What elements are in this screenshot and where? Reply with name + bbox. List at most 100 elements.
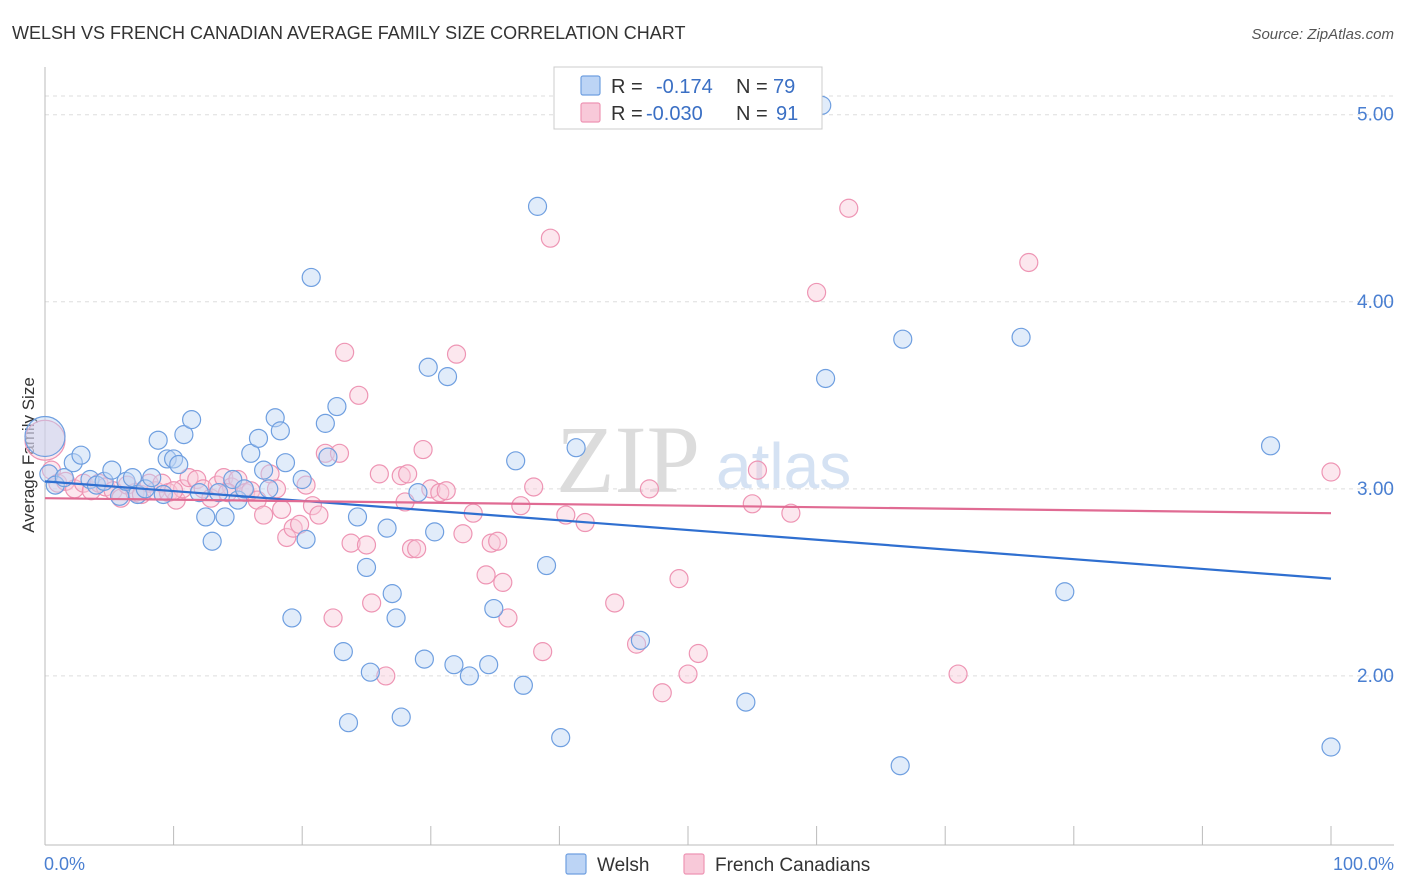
french-canadians-point xyxy=(272,499,292,520)
welsh-point xyxy=(327,396,347,417)
welsh-point xyxy=(1260,436,1281,456)
welsh-point xyxy=(234,479,254,499)
french-canadians-point xyxy=(524,477,544,497)
french-canadians-point xyxy=(335,342,355,362)
welsh-point xyxy=(318,447,338,467)
x-tick-label-max: 100.0% xyxy=(1333,854,1394,874)
welsh-point xyxy=(816,368,836,389)
french-canadians-point xyxy=(781,503,801,523)
legend-swatch-welsh xyxy=(580,75,601,96)
french-canadians-point xyxy=(948,664,968,684)
french-canadians-point xyxy=(309,505,329,525)
y-tick-label: 4.00 xyxy=(1357,292,1394,313)
welsh-point xyxy=(459,666,479,686)
legend-swatch-french xyxy=(580,102,601,123)
series-legend: Welsh French Canadians xyxy=(565,853,870,876)
french-canadians-point xyxy=(407,539,427,559)
french-canadians-point xyxy=(398,464,418,484)
french-canadians-point xyxy=(391,466,411,486)
y-tick-label: 5.00 xyxy=(1357,105,1394,126)
legend-n-value-french: 91 xyxy=(776,103,798,125)
french-canadians-point xyxy=(413,439,433,460)
series-legend-label-welsh: Welsh xyxy=(597,855,649,876)
french-canadians-point xyxy=(481,533,501,553)
welsh-point xyxy=(148,430,168,450)
welsh-point xyxy=(142,468,162,488)
welsh-point xyxy=(630,630,651,650)
french-canadians-trend-line xyxy=(44,497,1332,515)
welsh-point xyxy=(479,655,499,675)
x-tick-label-min: 0.0% xyxy=(44,854,85,874)
french-canadians-point xyxy=(1019,252,1039,273)
watermark-zip: ZIP xyxy=(556,406,700,513)
welsh-point xyxy=(444,655,464,675)
welsh-point xyxy=(484,598,504,619)
welsh-point xyxy=(182,410,202,430)
french-canadians-point xyxy=(376,666,396,686)
welsh-point xyxy=(215,507,235,527)
legend-r-label-french: R = xyxy=(611,103,643,125)
french-canadians-point xyxy=(498,608,518,628)
welsh-point xyxy=(315,413,335,433)
french-canadians-point xyxy=(430,482,450,503)
series-legend-swatch-welsh xyxy=(565,853,587,875)
french-canadians-point xyxy=(493,572,513,592)
welsh-point xyxy=(1321,737,1341,757)
y-axis-ticks: 2.00 3.00 4.00 5.00 xyxy=(1357,105,1394,687)
french-canadians-point xyxy=(669,569,689,589)
welsh-point xyxy=(333,642,353,662)
welsh-point xyxy=(153,484,173,505)
french-canadians-point xyxy=(626,634,647,654)
french-canadians-point xyxy=(533,642,553,662)
welsh-point xyxy=(248,428,269,448)
legend-r-value-french: -0.030 xyxy=(646,103,703,125)
french-canadians-point xyxy=(605,593,625,613)
french-canadians-point xyxy=(688,643,708,664)
series-legend-swatch-french xyxy=(683,853,705,875)
welsh-point xyxy=(292,469,312,490)
french-canadians-point xyxy=(362,593,382,613)
french-canadians-point xyxy=(436,481,456,501)
french-canadians-point xyxy=(652,683,672,703)
welsh-point xyxy=(377,518,397,538)
welsh-point xyxy=(414,649,434,669)
trend-lines xyxy=(44,480,1332,580)
french-canadians-point xyxy=(476,565,496,585)
chart-title: WELSH VS FRENCH CANADIAN AVERAGE FAMILY … xyxy=(12,23,685,43)
french-canadians-point xyxy=(356,535,377,555)
welsh-point xyxy=(275,453,296,473)
welsh-point xyxy=(338,713,359,733)
welsh-point xyxy=(551,728,571,748)
series-welsh-points xyxy=(24,95,1341,776)
french-canadians-point xyxy=(369,464,389,484)
legend-r-label-welsh: R = xyxy=(611,76,643,98)
correlation-legend: R = -0.174 N = 79 R = -0.030 N = 91 xyxy=(553,66,823,130)
welsh-point xyxy=(71,445,91,465)
welsh-point xyxy=(241,443,261,463)
welsh-point xyxy=(196,507,216,527)
legend-n-value-welsh: 79 xyxy=(773,76,795,98)
french-canadians-point xyxy=(323,608,343,628)
welsh-point xyxy=(102,460,122,480)
welsh-point xyxy=(254,460,274,480)
welsh-point xyxy=(506,451,526,471)
welsh-point xyxy=(24,415,66,458)
y-tick-label: 3.00 xyxy=(1357,479,1394,500)
welsh-point xyxy=(63,453,83,473)
welsh-point xyxy=(356,557,377,578)
welsh-point xyxy=(382,584,402,604)
welsh-point xyxy=(566,438,586,458)
y-axis-label: Average Family Size xyxy=(19,377,38,533)
welsh-point xyxy=(425,522,445,542)
welsh-point xyxy=(736,692,756,712)
watermark-atlas: atlas xyxy=(716,430,851,502)
welsh-point xyxy=(536,555,557,576)
french-canadians-point xyxy=(341,533,361,553)
welsh-point xyxy=(270,421,290,441)
french-canadians-point xyxy=(511,496,531,516)
french-canadians-point xyxy=(401,539,422,559)
welsh-point xyxy=(174,425,194,445)
welsh-point xyxy=(164,449,184,469)
welsh-point xyxy=(209,482,229,503)
